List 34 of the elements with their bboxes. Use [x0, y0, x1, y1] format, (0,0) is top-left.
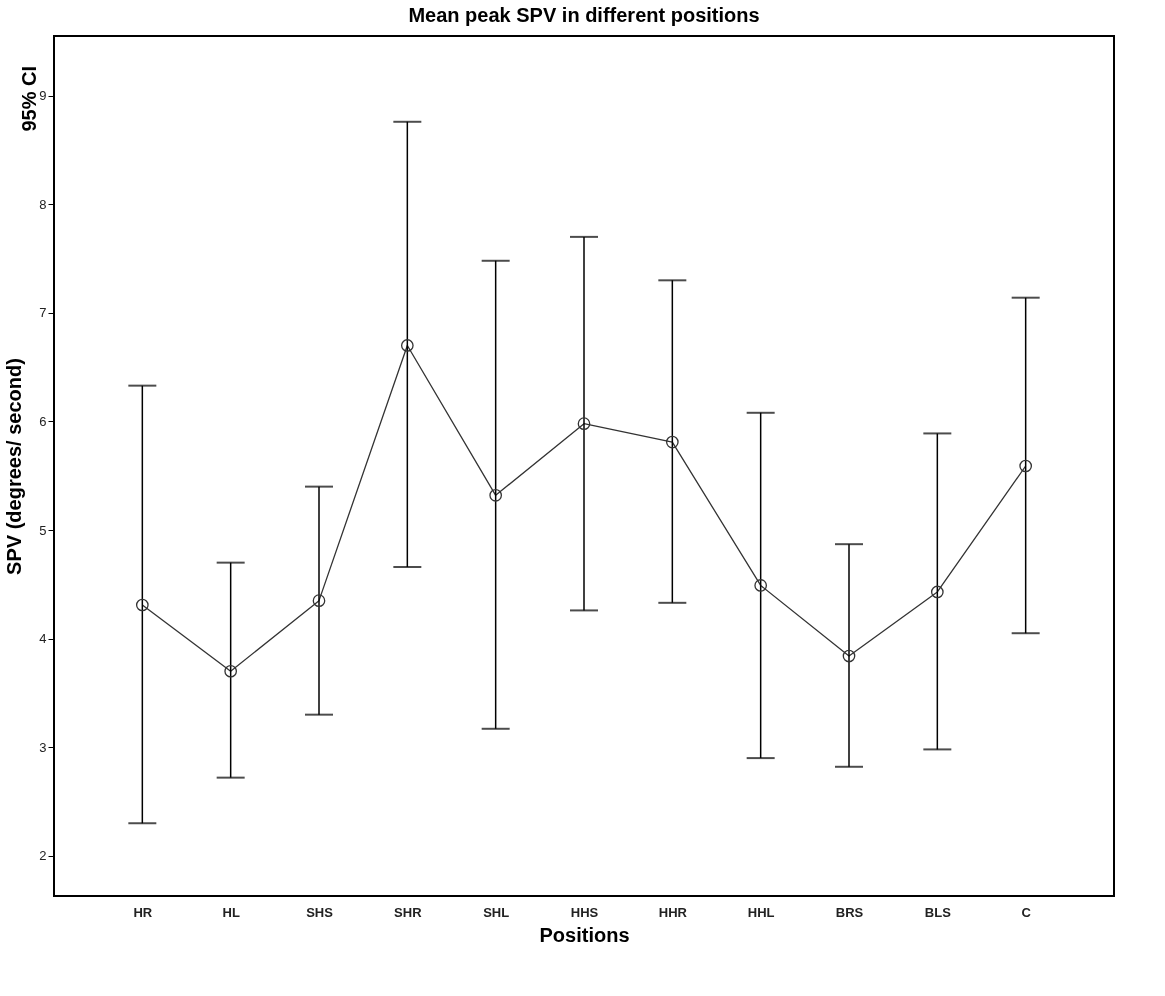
x-tick-label: HHR: [658, 904, 688, 920]
y-tick-label: 3: [39, 739, 47, 755]
text: 95% CI: [18, 66, 40, 132]
point: [135, 598, 149, 612]
y-tick-label: 9: [39, 88, 47, 104]
x-axis-title: Positions: [539, 923, 630, 946]
point: [754, 579, 768, 592]
x-tick-label: HHL: [747, 904, 775, 920]
point: [930, 585, 944, 599]
x-tick-label: HR: [133, 904, 153, 920]
point: [312, 594, 326, 607]
y-tick-label: 6: [39, 413, 47, 429]
y-tick-label: 5: [39, 522, 47, 538]
point: [842, 649, 856, 663]
x-tick-label: BRS: [835, 904, 864, 920]
point: [1019, 459, 1033, 473]
x-tick-label: SHL: [483, 904, 510, 920]
y-tick-label: 4: [39, 631, 47, 647]
point: [489, 488, 503, 502]
y-tick-label: 7: [39, 305, 47, 321]
point: [400, 339, 414, 352]
point: [224, 664, 238, 678]
y-tick-label: 8: [39, 196, 47, 212]
x-tick-label: HHS: [570, 904, 599, 920]
chart-title: Mean peak SPV in different positions: [408, 4, 760, 26]
x-tick-label: SHR: [394, 904, 423, 920]
y-tick-label: 2: [39, 848, 47, 864]
x-tick-label: HL: [222, 904, 240, 920]
x-tick-label: SHS: [306, 904, 334, 920]
point: [577, 417, 591, 430]
x-tick-label: C: [1021, 904, 1032, 920]
y-axis-title: SPV (degrees/ second): [3, 358, 26, 575]
point: [665, 435, 679, 449]
x-tick-label: BLS: [924, 904, 952, 920]
